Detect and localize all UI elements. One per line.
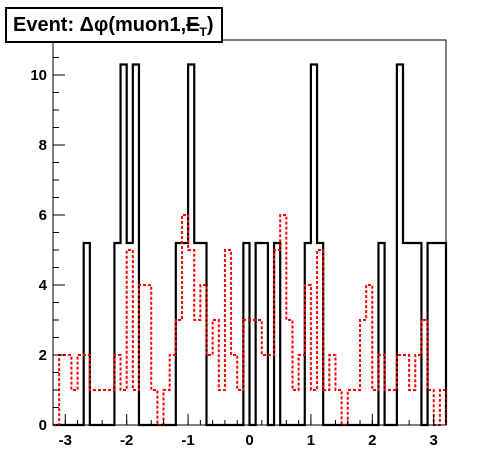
- axes-layer: -3 -2 -1 0 1 2 3 0 2 4 6 8 10: [30, 39, 447, 449]
- y-tick-label: 2: [39, 347, 47, 364]
- x-tick-label: -3: [59, 432, 72, 449]
- y-tick-label: 6: [39, 207, 47, 224]
- x-tick-label: 0: [245, 432, 253, 449]
- y-tick-label: 4: [39, 277, 48, 294]
- title-suffix: ): [206, 14, 214, 36]
- title-met: E: [186, 14, 200, 36]
- y-tick-label: 0: [39, 417, 47, 434]
- y-tick-label: 10: [30, 67, 47, 84]
- title-met-subscript: T: [199, 25, 207, 39]
- x-tick-label: -1: [181, 432, 194, 449]
- title-prefix: Event: Δφ(muon1,: [13, 14, 187, 36]
- histogram-series-layer: [53, 63, 448, 427]
- histogram-series-2: [53, 214, 447, 426]
- chart-title: Event: Δφ(muon1,ET): [5, 7, 223, 43]
- y-tick-label: 8: [39, 137, 47, 154]
- x-tick-label: -2: [120, 432, 133, 449]
- x-tick-label: 3: [430, 432, 438, 449]
- histogram-series-1: [53, 63, 448, 427]
- x-tick-label: 2: [368, 432, 376, 449]
- x-tick-label: 1: [307, 432, 315, 449]
